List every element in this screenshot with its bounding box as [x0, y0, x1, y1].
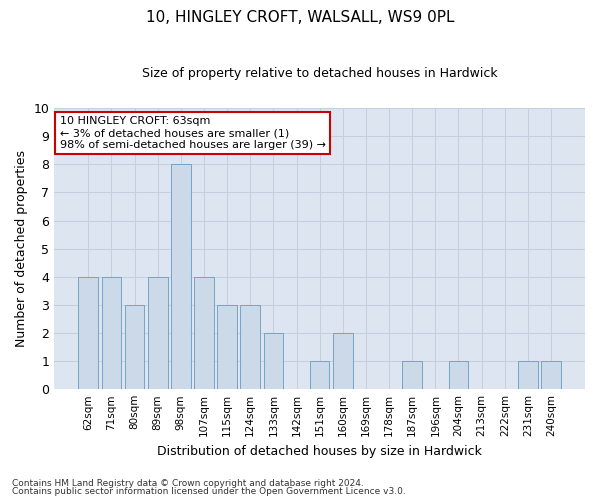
Bar — [263, 333, 283, 389]
Bar — [194, 276, 214, 389]
Bar — [125, 305, 145, 389]
Text: 10, HINGLEY CROFT, WALSALL, WS9 0PL: 10, HINGLEY CROFT, WALSALL, WS9 0PL — [146, 10, 454, 25]
Bar — [333, 333, 353, 389]
Bar — [541, 361, 561, 389]
Bar — [217, 305, 237, 389]
Bar — [518, 361, 538, 389]
Bar — [310, 361, 329, 389]
Bar — [403, 361, 422, 389]
Title: Size of property relative to detached houses in Hardwick: Size of property relative to detached ho… — [142, 68, 497, 80]
Bar — [171, 164, 191, 389]
Text: 10 HINGLEY CROFT: 63sqm
← 3% of detached houses are smaller (1)
98% of semi-deta: 10 HINGLEY CROFT: 63sqm ← 3% of detached… — [59, 116, 326, 150]
Bar — [101, 276, 121, 389]
Bar — [79, 276, 98, 389]
Bar — [449, 361, 469, 389]
X-axis label: Distribution of detached houses by size in Hardwick: Distribution of detached houses by size … — [157, 444, 482, 458]
Bar — [241, 305, 260, 389]
Y-axis label: Number of detached properties: Number of detached properties — [15, 150, 28, 347]
Bar — [148, 276, 167, 389]
Text: Contains HM Land Registry data © Crown copyright and database right 2024.: Contains HM Land Registry data © Crown c… — [12, 478, 364, 488]
Text: Contains public sector information licensed under the Open Government Licence v3: Contains public sector information licen… — [12, 487, 406, 496]
